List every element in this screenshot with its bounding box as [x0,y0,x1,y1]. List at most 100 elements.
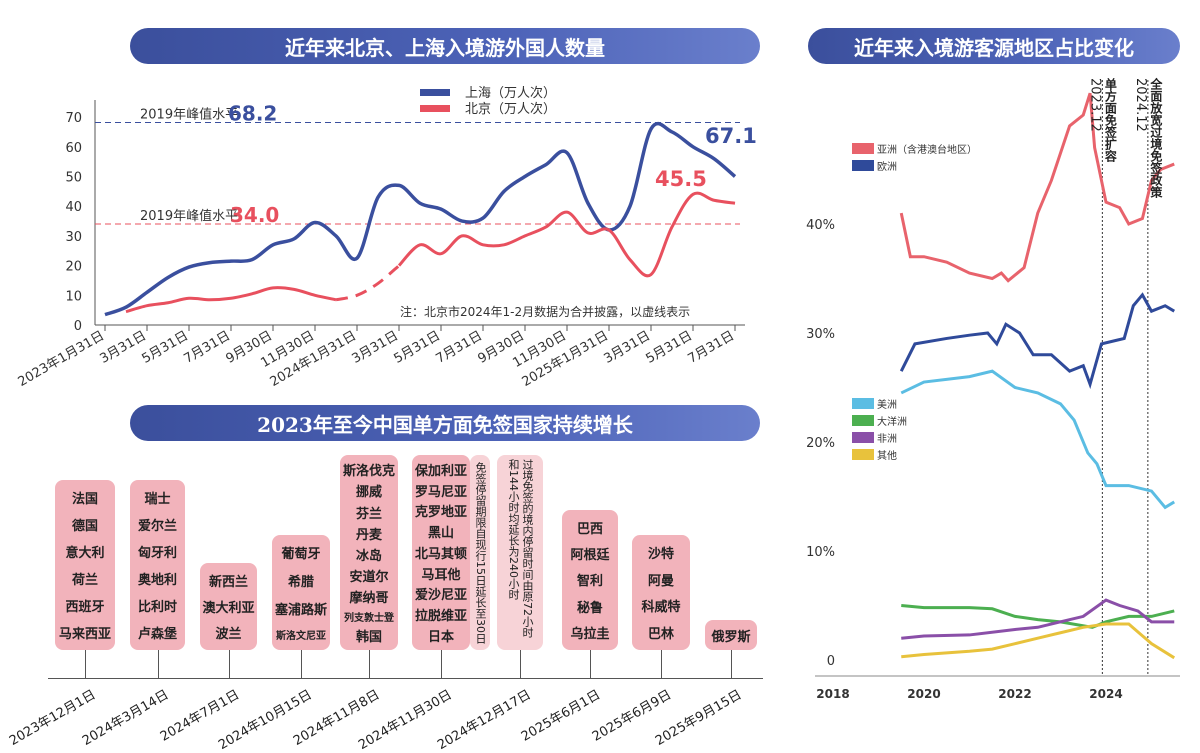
y-tick-label: 30% [806,327,835,342]
country-name: 瑞士 [144,492,171,507]
country-name: 葡萄牙 [281,547,321,563]
country-name: 安道尔 [349,570,389,586]
timeline-stem [301,650,302,678]
x-tick-label: 7月31日 [433,328,485,366]
x-tick-label: 2020 [907,687,940,701]
x-tick-label: 5月31日 [139,328,191,366]
timeline-axis [48,678,763,679]
timeline-stem [661,650,662,678]
legend-label: 亚洲（含港澳台地区） [877,143,977,156]
policy-note: 免签停留期限自现行15日延长至30日 [470,455,490,650]
x-tick-label: 7月31日 [685,328,737,366]
timeline-stem [441,650,442,678]
legend-label: 大洋洲 [877,415,907,428]
reference-label: 2019年峰值水平 [140,106,238,122]
event-date: 2023.12 [1087,78,1103,132]
y-tick-label: 0 [827,654,835,669]
legend-label: 欧洲 [877,161,897,173]
legend-swatch [852,432,874,443]
country-name: 匈牙利 [137,546,177,561]
country-group: 法国 德国 意大利 荷兰 西班牙 马来西亚 [55,480,115,650]
country-group: 葡萄牙希腊塞浦路斯斯洛文尼亚 [272,535,330,650]
legend-swatch [852,143,874,154]
timeline-stem [369,650,370,678]
beijing-line [397,191,736,278]
y-tick-label: 10% [806,545,835,560]
timeline-stem [228,650,230,678]
x-tick-label: 5月31日 [643,328,695,366]
country-name: 澳大利亚 [202,600,255,616]
series-line [901,604,1175,629]
country-name: 韩国 [355,629,382,645]
timeline-stem [731,650,732,678]
y-tick-label: 70 [65,111,82,126]
country-name: 北马其顿 [414,546,467,562]
country-name: 斯洛伐克 [342,464,395,480]
country-group: 巴西阿根廷智利秘鲁乌拉圭 [562,510,618,650]
beijing-line [125,286,337,314]
series-line [901,622,1176,660]
legend-swatch [852,398,874,409]
timeline-stem [157,650,159,678]
country-name: 马耳他 [421,567,461,583]
country-name: 波兰 [215,627,242,643]
y-tick-label: 10 [65,289,82,304]
country-name: 保加利亚 [414,463,467,479]
policy-note: 过境免签的境内停留时间由原72小时和144小时均延长为240小时 [497,455,543,650]
country-name: 挪威 [355,485,382,501]
country-name: 阿根廷 [570,548,610,564]
series-line [901,598,1175,640]
y-tick-label: 40% [806,218,835,233]
legend-swatch [852,449,874,460]
country-name: 科威特 [641,600,681,616]
country-name: 智利 [576,574,603,590]
timeline-stem [85,650,86,678]
country-name: 希腊 [287,575,314,591]
legend-swatch [852,160,874,171]
country-name: 塞浦路斯 [274,602,327,618]
series-line [899,92,1175,283]
country-name: 巴林 [647,627,674,643]
country-name: 荷兰 [71,573,98,588]
country-name: 乌拉圭 [570,627,610,643]
country-name: 斯洛文尼亚 [276,630,326,642]
beijing-dashed-line [335,264,400,302]
country-name: 巴西 [576,521,603,537]
left-chart-title: 近年来北京、上海入境游外国人数量 [130,28,760,64]
country-name: 沙特 [647,546,674,562]
country-name: 黑山 [427,526,454,542]
series-line [900,369,1176,510]
x-tick-label: 2023年1月31日 [16,328,107,389]
x-tick-label: 2022 [998,687,1031,701]
country-group: 新西兰 澳大利亚 波兰 [200,563,257,650]
x-tick-label: 3月31日 [97,328,149,366]
legend-swatch [420,89,450,96]
legend-label: 美洲 [877,398,897,411]
country-name: 罗马尼亚 [414,484,467,500]
legend-label: 北京（万人次） [465,101,556,117]
legend-label: 其他 [877,449,897,462]
legend-swatch [420,105,450,112]
country-name: 法国 [71,492,98,507]
country-name: 冰岛 [355,548,382,564]
chart-note: 注：北京市2024年1-2月数据为合并披露，以虚线表示 [400,304,690,319]
country-name: 秘鲁 [576,600,603,616]
reference-value: 34.0 [230,203,279,227]
country-group: 斯洛伐克 挪威 芬兰 丹麦 冰岛 安道尔 摩纳哥 列支敦士登 韩国 [340,455,398,650]
y-tick-label: 20% [806,436,835,451]
x-tick-label: 3月31日 [349,328,401,366]
country-name: 爱尔兰 [137,519,177,534]
country-name: 新西兰 [208,574,248,590]
beijing-value: 45.5 [655,167,707,191]
country-group: 俄罗斯 [705,620,757,650]
right-chart-title: 近年来入境游客源地区占比变化 [808,28,1180,64]
country-group: 保加利亚 罗马尼亚 克罗地亚 黑山 北马其顿 马耳他 爱沙尼亚 拉脱维亚 日本 [412,455,470,650]
shanghai-line [104,121,737,317]
country-name: 卢森堡 [137,627,177,642]
event-date: 2024.12 [1132,78,1148,132]
x-tick-label: 5月31日 [391,328,443,366]
y-tick-label: 30 [65,230,82,245]
x-tick-label: 7月31日 [181,328,233,366]
x-tick-label: 3月31日 [601,328,653,366]
event-label: 单方面免签扩容 [1103,78,1118,162]
